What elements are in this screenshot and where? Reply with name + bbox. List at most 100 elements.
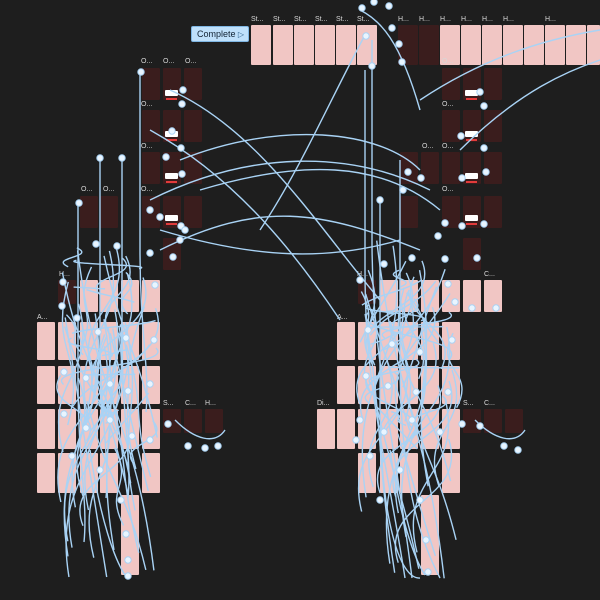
screen-frame[interactable] [358, 280, 376, 304]
connector-node[interactable] [388, 340, 396, 348]
screen-frame[interactable] [58, 322, 76, 360]
screen-frame[interactable] [337, 366, 355, 404]
overlay-frame[interactable] [184, 110, 202, 142]
screen-frame[interactable] [273, 25, 293, 65]
connector-node[interactable] [366, 452, 374, 460]
connector-node[interactable] [146, 380, 154, 388]
overlay-frame[interactable] [442, 68, 460, 100]
screen-frame[interactable] [587, 25, 600, 65]
connector-node[interactable] [128, 432, 136, 440]
connector-node[interactable] [458, 222, 466, 230]
connector-node[interactable] [60, 368, 68, 376]
connector-node[interactable] [168, 127, 176, 135]
connector-node[interactable] [416, 496, 424, 504]
connector-node[interactable] [124, 572, 132, 580]
connector-node[interactable] [500, 442, 508, 450]
overlay-frame[interactable] [400, 196, 418, 228]
connector-node[interactable] [146, 249, 154, 257]
connector-node[interactable] [380, 428, 388, 436]
connector-node[interactable] [122, 530, 130, 538]
connector-node[interactable] [444, 280, 452, 288]
connector-node[interactable] [388, 24, 396, 32]
connector-node[interactable] [96, 466, 104, 474]
connector-node[interactable] [396, 466, 404, 474]
connector-node[interactable] [441, 219, 449, 227]
overlay-frame[interactable] [442, 110, 460, 142]
connector-node[interactable] [146, 436, 154, 444]
connector-node[interactable] [404, 168, 412, 176]
screen-frame[interactable] [317, 409, 335, 449]
connector-node[interactable] [177, 144, 185, 152]
overlay-frame[interactable] [142, 110, 160, 142]
connector-node[interactable] [356, 416, 364, 424]
connector-node[interactable] [468, 304, 476, 312]
connector-node[interactable] [417, 174, 425, 182]
connector-node[interactable] [122, 334, 130, 342]
connector-node[interactable] [82, 374, 90, 382]
connector-node[interactable] [473, 254, 481, 262]
connector-node[interactable] [181, 226, 189, 234]
connector-node[interactable] [398, 58, 406, 66]
screen-frame[interactable] [398, 25, 418, 65]
connector-node[interactable] [137, 68, 145, 76]
screen-frame[interactable] [505, 409, 523, 433]
connector-node[interactable] [179, 86, 187, 94]
screen-frame[interactable] [482, 25, 502, 65]
screen-frame[interactable] [37, 366, 55, 404]
overlay-frame[interactable] [484, 196, 502, 228]
connector-node[interactable] [60, 410, 68, 418]
connector-node[interactable] [436, 428, 444, 436]
connector-node[interactable] [368, 62, 376, 70]
connector-node[interactable] [59, 278, 67, 286]
connector-node[interactable] [106, 380, 114, 388]
connector-node[interactable] [162, 153, 170, 161]
screen-frame[interactable] [337, 322, 355, 360]
connector-node[interactable] [441, 255, 449, 263]
screen-frame[interactable] [484, 280, 502, 312]
overlay-frame[interactable] [484, 68, 502, 100]
connector-node[interactable] [58, 302, 66, 310]
connector-node[interactable] [482, 168, 490, 176]
screen-frame[interactable] [337, 409, 355, 449]
connector-node[interactable] [514, 446, 522, 454]
connector-node[interactable] [184, 442, 192, 450]
overlay-frame[interactable] [463, 238, 481, 270]
connector-node[interactable] [480, 220, 488, 228]
connector-node[interactable] [352, 436, 360, 444]
connector-node[interactable] [457, 132, 465, 140]
overlay-frame[interactable] [400, 152, 418, 184]
screen-frame[interactable] [37, 453, 55, 493]
connector-node[interactable] [458, 420, 466, 428]
connector-node[interactable] [416, 348, 424, 356]
overlay-frame[interactable] [142, 68, 160, 100]
connector-node[interactable] [424, 568, 432, 576]
connector-node[interactable] [412, 388, 420, 396]
connector-node[interactable] [356, 276, 364, 284]
screen-frame[interactable] [205, 409, 223, 433]
connector-node[interactable] [96, 154, 104, 162]
connector-node[interactable] [75, 199, 83, 207]
connector-node[interactable] [458, 174, 466, 182]
connector-node[interactable] [376, 196, 384, 204]
connector-node[interactable] [117, 496, 125, 504]
overlay-frame[interactable] [484, 152, 502, 184]
screen-frame[interactable] [121, 280, 139, 312]
screen-frame[interactable] [37, 409, 55, 449]
connector-node[interactable] [358, 4, 366, 12]
screen-frame[interactable] [380, 280, 398, 312]
overlay-frame[interactable] [421, 152, 439, 184]
connector-node[interactable] [156, 213, 164, 221]
connector-node[interactable] [178, 100, 186, 108]
overlay-frame[interactable] [142, 152, 160, 184]
connector-node[interactable] [150, 336, 158, 344]
screen-frame[interactable] [545, 25, 565, 65]
connector-node[interactable] [82, 424, 90, 432]
screen-frame[interactable] [421, 280, 439, 312]
connector-node[interactable] [480, 102, 488, 110]
connector-node[interactable] [124, 556, 132, 564]
connector-node[interactable] [68, 452, 76, 460]
connector-node[interactable] [476, 422, 484, 430]
overlay-frame[interactable] [80, 196, 98, 228]
connector-node[interactable] [480, 144, 488, 152]
